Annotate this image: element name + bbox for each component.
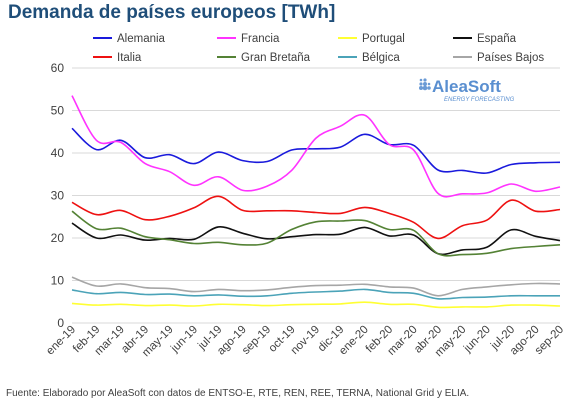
y-tick-label: 40 — [51, 146, 65, 160]
legend-label-portugal: Portugal — [362, 33, 405, 45]
logo-tagline: ENERGY FORECASTING — [444, 97, 515, 103]
y-tick-label: 60 — [51, 61, 65, 75]
legend-label-gran-bretana: Gran Bretaña — [241, 52, 311, 64]
x-tick-label: jun-19 — [168, 324, 200, 356]
y-tick-label: 50 — [51, 104, 65, 118]
legend-label-italia: Italia — [117, 52, 142, 64]
y-tick-label: 30 — [51, 189, 65, 203]
legend-label-belgica: Bélgica — [362, 52, 400, 64]
series-line-espana — [71, 222, 561, 256]
y-axis-ticks: 0 10 20 30 40 50 60 — [51, 61, 65, 330]
y-tick-label: 10 — [51, 274, 65, 288]
line-chart: 0 10 20 30 40 50 60 ene-19feb-19mar-19abr-19ma… — [44, 33, 566, 360]
aleasoft-logo: AleaSoft ENERGY FORECASTING — [419, 77, 515, 103]
series-line-portugal — [71, 301, 561, 309]
source-footnote: Fuente: Elaborado por AleaSoft con datos… — [6, 388, 470, 399]
series-line-gran-bretana — [71, 210, 561, 257]
series-line-francia — [71, 95, 561, 198]
series-line-paises-bajos — [71, 276, 561, 297]
series-line-belgica — [71, 288, 560, 300]
logo-name: AleaSoft — [432, 77, 501, 96]
legend-label-paises-bajos: Países Bajos — [477, 52, 544, 64]
legend: Alemania Francia Portugal España Italia Gran … — [93, 33, 544, 64]
chart-title: Demanda de países europeos [TWh] — [8, 2, 336, 23]
y-tick-label: 20 — [51, 231, 65, 245]
series-line-italia — [71, 195, 561, 240]
series-line-alemania — [71, 127, 561, 174]
y-tick-label: 0 — [57, 316, 64, 330]
logo-dots-icon — [419, 78, 431, 91]
x-tick-label: jun-20 — [461, 324, 493, 356]
grid-lines — [72, 67, 560, 324]
series-lines — [71, 95, 561, 309]
legend-label-francia: Francia — [241, 33, 280, 45]
legend-label-alemania: Alemania — [117, 33, 166, 45]
x-axis-ticks: ene-19feb-19mar-19abr-19may-19jun-19jul-… — [44, 324, 566, 360]
legend-label-espana: España — [477, 33, 517, 45]
